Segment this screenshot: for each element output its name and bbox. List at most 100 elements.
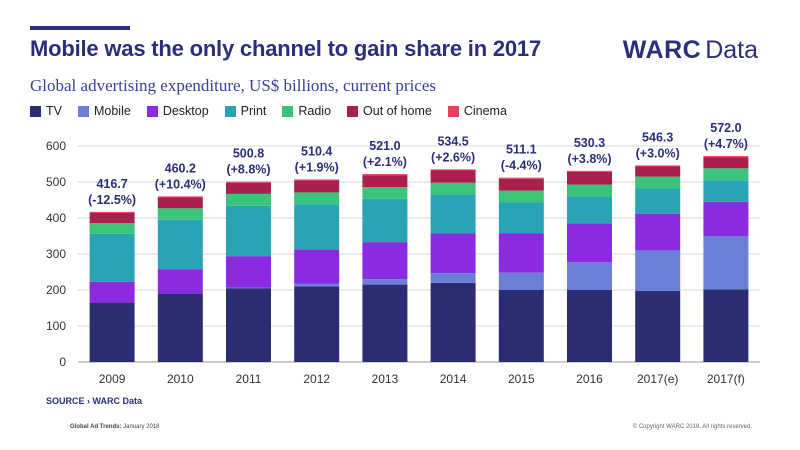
legend-item: Print	[224, 104, 266, 118]
total-label: 500.8	[233, 147, 264, 161]
bar-segment-tv	[226, 288, 271, 362]
bar-segment-print	[157, 219, 203, 270]
x-tick-label: 2017(f)	[707, 372, 745, 386]
total-label: 546.3	[642, 130, 673, 144]
bar-segment-radio	[498, 190, 544, 203]
bar-segment-cinema	[157, 196, 203, 198]
bar-segment-out-of-home	[294, 180, 340, 193]
bar-segment-tv	[294, 286, 340, 362]
legend-swatch	[146, 105, 158, 117]
legend-label: Mobile	[93, 104, 131, 118]
x-tick-label: 2017(e)	[637, 372, 678, 386]
bar-segment-desktop	[635, 213, 681, 251]
bar-segment-cinema	[362, 174, 408, 176]
growth-label: (+3.0%)	[636, 146, 680, 160]
growth-label: (+10.4%)	[155, 177, 206, 191]
bar-segment-desktop	[362, 242, 408, 280]
bar-segment-tv	[157, 293, 203, 362]
bar-segment-out-of-home	[498, 178, 544, 191]
bar-segment-print	[226, 205, 271, 257]
bar-segment-mobile	[430, 273, 476, 283]
bar-segment-mobile	[294, 283, 340, 287]
footer-copyright: © Copyright WARC 2018. All rights reserv…	[632, 424, 752, 430]
y-tick-label: 0	[59, 355, 66, 369]
bar-segment-radio	[430, 182, 476, 195]
y-tick-label: 400	[46, 211, 66, 225]
x-tick-label: 2013	[372, 372, 399, 386]
total-label: 521.0	[369, 139, 400, 153]
legend-label: Desktop	[162, 104, 209, 118]
chart-subtitle: Global advertising expenditure, US$ bill…	[30, 76, 437, 95]
legend-item: Mobile	[77, 104, 131, 118]
title-accent-bar	[30, 26, 130, 30]
bar-segment-cinema	[430, 169, 476, 171]
x-tick-label: 2012	[303, 372, 330, 386]
footer-publication-label: Global Ad Trends:	[70, 424, 122, 430]
bar-segment-desktop	[294, 249, 340, 284]
growth-label: (+3.8%)	[567, 152, 611, 166]
bar-segment-desktop	[567, 223, 612, 263]
growth-label: (+2.1%)	[363, 155, 407, 169]
total-label: 460.2	[165, 161, 196, 175]
bar-segment-tv	[430, 282, 476, 362]
legend-swatch	[447, 105, 459, 117]
brand-logo: WARC Data	[623, 36, 758, 65]
y-tick-label: 300	[46, 247, 66, 261]
bar-segment-tv	[362, 284, 408, 362]
y-tick-label: 500	[46, 175, 66, 189]
bar-segment-out-of-home	[635, 166, 681, 177]
bar-segment-print	[703, 180, 749, 202]
source-note: SOURCE › WARC Data	[46, 396, 143, 406]
bar-segment-mobile	[362, 279, 408, 285]
brand-main: WARC	[622, 36, 702, 64]
bar-segment-print	[362, 198, 408, 243]
bar-segment-desktop	[430, 233, 476, 274]
bar-segment-radio	[635, 176, 681, 189]
x-tick-label: 2009	[99, 372, 126, 386]
bar-segment-print	[635, 188, 681, 214]
bar-segment-mobile	[498, 272, 544, 290]
bar-segment-out-of-home	[89, 212, 135, 224]
legend-swatch	[30, 105, 41, 117]
bar-segment-print	[567, 196, 612, 224]
y-tick-label: 200	[46, 283, 66, 297]
total-label: 572.0	[710, 121, 741, 135]
legend-item: TV	[30, 104, 62, 118]
bar-segment-print	[498, 202, 544, 234]
bar-segment-out-of-home	[430, 170, 476, 183]
footer-publication: Global Ad Trends: January 2018	[70, 424, 160, 430]
bar-segment-print	[89, 233, 135, 282]
bar-segment-mobile	[635, 250, 681, 291]
x-tick-label: 2015	[508, 372, 535, 386]
x-tick-label: 2010	[167, 372, 194, 386]
bar-segment-radio	[157, 208, 203, 220]
growth-label: (-4.4%)	[501, 159, 542, 173]
bar-segment-tv	[498, 290, 544, 362]
x-tick-label: 2014	[440, 372, 467, 386]
legend-swatch	[224, 105, 236, 117]
page-title: Mobile was the only channel to gain shar…	[30, 36, 542, 61]
legend-item: Cinema	[447, 104, 507, 118]
bar-segment-radio	[567, 184, 612, 197]
total-label: 530.3	[574, 136, 605, 150]
bar-segment-tv	[567, 290, 612, 362]
bar-segment-cinema	[226, 181, 271, 183]
bar-segment-cinema	[498, 177, 544, 179]
y-tick-label: 600	[46, 139, 66, 153]
bar-segment-out-of-home	[157, 197, 203, 209]
bar-segment-out-of-home	[226, 182, 271, 194]
growth-label: (+4.7%)	[704, 137, 748, 151]
bar-segment-mobile	[703, 236, 749, 290]
bar-segment-out-of-home	[362, 175, 408, 188]
bar-segment-radio	[362, 187, 408, 199]
legend-item: Out of home	[347, 104, 432, 118]
bar-segment-out-of-home	[703, 157, 749, 169]
bar-segment-print	[430, 194, 476, 234]
legend-swatch	[347, 105, 359, 117]
bar-segment-print	[294, 204, 340, 250]
legend-item: Radio	[282, 104, 331, 118]
legend-item: Desktop	[146, 104, 209, 118]
legend-label: Out of home	[363, 104, 432, 118]
bar-segment-cinema	[635, 165, 681, 167]
